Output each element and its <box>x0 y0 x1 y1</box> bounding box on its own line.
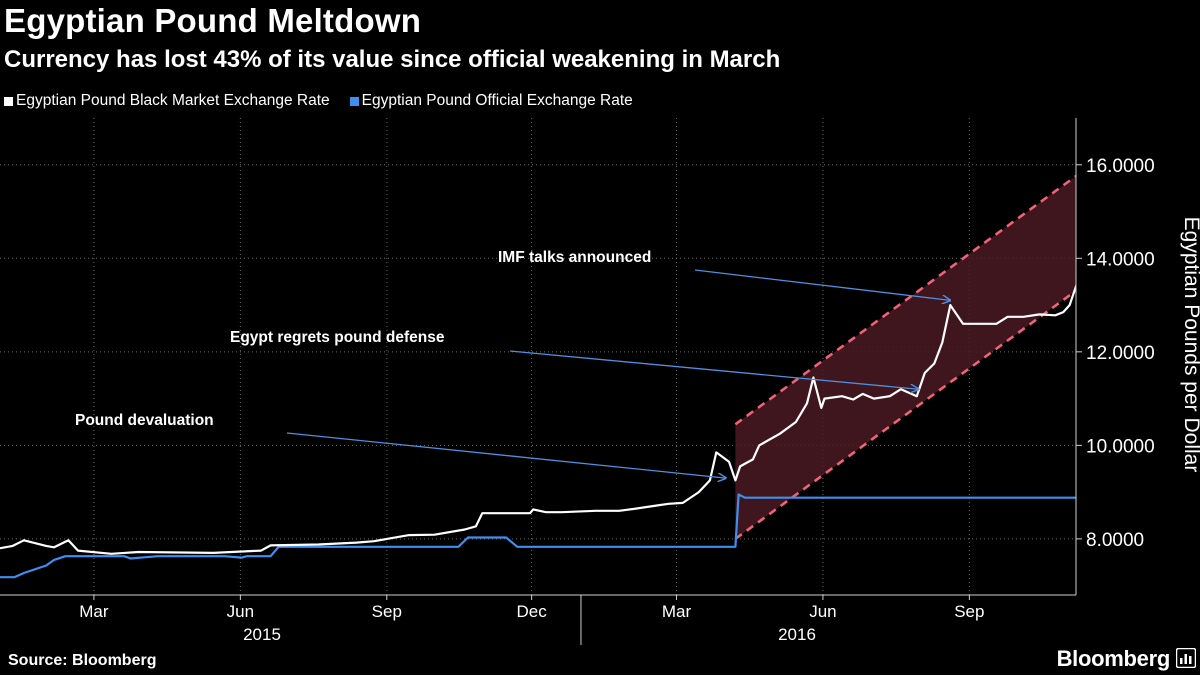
year-label-2016: 2016 <box>778 625 816 644</box>
legend-item-official: Egyptian Pound Official Exchange Rate <box>349 92 633 110</box>
chart-subtitle: Currency has lost 43% of its value since… <box>4 46 781 73</box>
channel-lower-line <box>734 289 1076 540</box>
x-tick-label-1: Jun <box>227 602 254 621</box>
y-tick-label-3: 14.0000 <box>1086 249 1155 270</box>
channel-fill <box>735 176 1076 539</box>
x-tick-label-3: Dec <box>517 602 548 621</box>
y-tick-label-4: 16.0000 <box>1086 156 1155 177</box>
x-tick-label-2: Sep <box>372 602 402 621</box>
year-label-2015: 2015 <box>243 625 281 644</box>
x-tick-label-5: Jun <box>809 602 836 621</box>
annotation-arrow-1 <box>286 432 726 478</box>
series-group <box>0 282 1076 579</box>
series-line-black-market <box>0 282 1076 555</box>
y-tick-label-0: 8.0000 <box>1086 530 1144 551</box>
chart-title: Egyptian Pound Meltdown <box>4 2 422 39</box>
annotation-arrow-2 <box>509 350 918 389</box>
x-tick-label-6: Sep <box>954 602 984 621</box>
legend-swatch-official <box>349 96 359 106</box>
bloomberg-terminal-icon <box>1176 648 1196 668</box>
annotation-arrow-3 <box>694 269 950 300</box>
series-line-official <box>0 493 1076 579</box>
channel-upper-line <box>734 174 1076 426</box>
legend: Egyptian Pound Black Market Exchange Rat… <box>4 92 633 110</box>
legend-label-black-market: Egyptian Pound Black Market Exchange Rat… <box>16 92 330 109</box>
channel-group <box>734 174 1076 540</box>
annotation-label-2: Egypt regrets pound defense <box>230 329 445 346</box>
annotation-label-3: IMF talks announced <box>498 249 651 266</box>
y-tick-label-2: 12.0000 <box>1086 343 1155 364</box>
legend-item-black-market: Egyptian Pound Black Market Exchange Rat… <box>4 92 330 110</box>
annotation-label-1: Pound devaluation <box>75 412 214 429</box>
x-tick-label-0: Mar <box>79 602 109 621</box>
brand-logo: Bloomberg <box>1056 646 1171 671</box>
legend-swatch-black-market <box>4 96 13 106</box>
y-tick-label-1: 10.0000 <box>1086 436 1155 457</box>
legend-label-official: Egyptian Pound Official Exchange Rate <box>361 92 633 109</box>
x-tick-label-4: Mar <box>662 602 692 621</box>
y-axis-label: Egyptian Pounds per Dollar <box>1180 217 1200 473</box>
source-note: Source: Bloomberg <box>8 652 157 669</box>
